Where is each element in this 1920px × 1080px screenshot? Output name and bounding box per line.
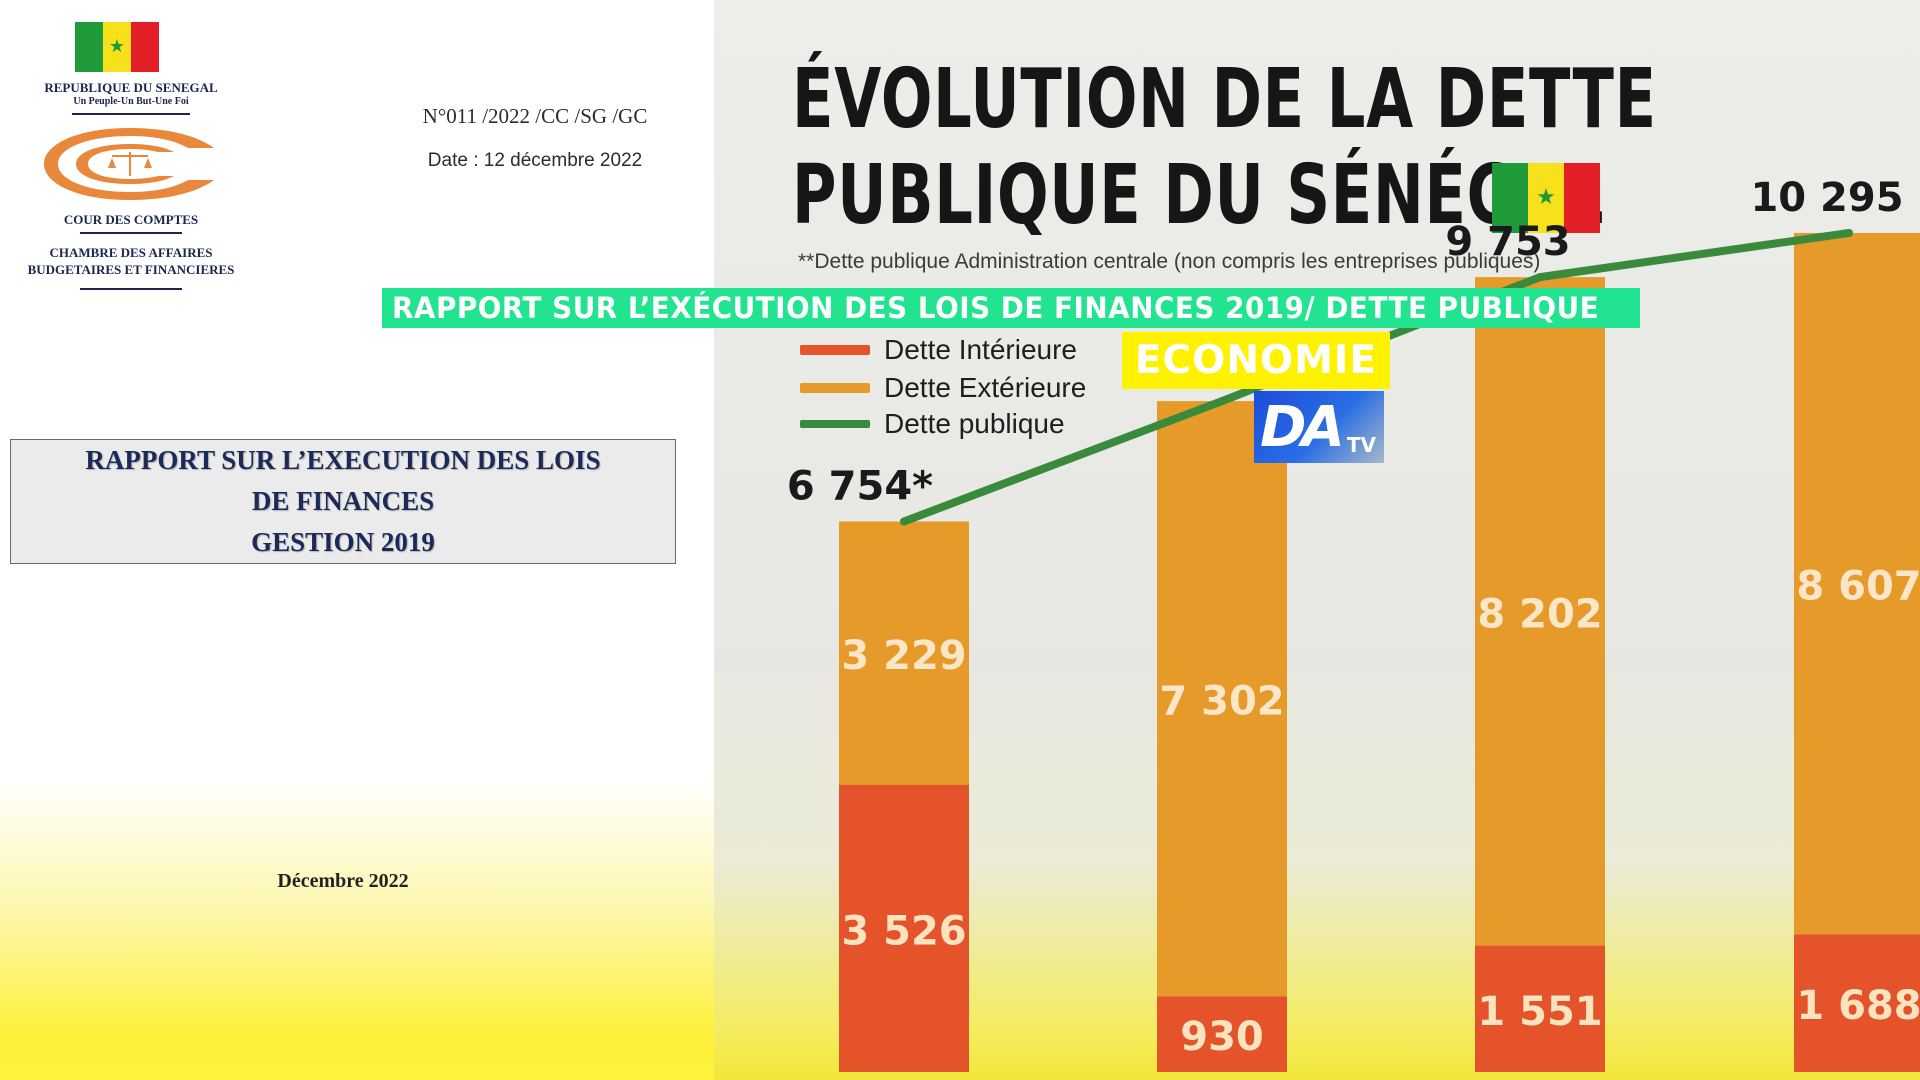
legend-item-public: Dette publique	[800, 408, 1065, 440]
republic-motto: Un Peuple-Un But-Une Foi	[73, 96, 189, 107]
section-badge: ECONOMIE	[1122, 332, 1390, 389]
public-debt-point	[1845, 228, 1853, 237]
value-label: 3 526	[841, 908, 966, 954]
senegal-flag-icon: ★	[1492, 163, 1600, 233]
legend-item-interior: Dette Intérieure	[800, 334, 1077, 366]
value-label: 6 754*	[787, 463, 933, 509]
chart-title: ÉVOLUTION DE LA DETTE PUBLIQUE DU SÉNÉGA…	[792, 52, 1692, 244]
divider	[72, 113, 190, 115]
report-cover: ★ REPUBLIQUE DU SENEGAL Un Peuple-Un But…	[0, 0, 714, 1080]
bar-exterior	[1157, 401, 1287, 997]
bar-interior	[1475, 945, 1605, 1072]
chamber-name-line1: CHAMBRE DES AFFAIRES	[49, 245, 213, 260]
public-debt-point	[900, 517, 908, 526]
republic-name: REPUBLIQUE DU SENEGAL	[44, 80, 218, 95]
cour-des-comptes-logo-icon	[44, 128, 214, 200]
divider	[80, 288, 182, 290]
public-debt-point	[1218, 397, 1226, 406]
bar-interior	[839, 784, 969, 1072]
legend-swatch-public	[800, 420, 870, 428]
value-label: 7 302	[1159, 679, 1284, 725]
legend-swatch-interior	[800, 345, 870, 355]
court-name: COUR DES COMPTES	[63, 212, 199, 227]
bar-interior	[1794, 934, 1920, 1072]
da-tv-logo: DA TV	[1254, 391, 1384, 463]
document-date: Date : 12 décembre 2022	[427, 150, 643, 171]
value-label: 9 753	[1445, 219, 1570, 265]
value-label: 8 607	[1796, 564, 1920, 610]
legend-item-exterior: Dette Extérieure	[800, 372, 1086, 404]
chamber-name-line2: BUDGETAIRES ET FINANCIERES	[27, 262, 235, 277]
value-label: 930	[1180, 1014, 1264, 1060]
value-label: 1 688	[1796, 983, 1920, 1029]
debt-chart-panel: ÉVOLUTION DE LA DETTE PUBLIQUE DU SÉNÉGA…	[714, 0, 1920, 1080]
legend-swatch-exterior	[800, 383, 870, 393]
logo-subtext: TV	[1346, 433, 1376, 457]
bar-exterior	[1475, 277, 1605, 946]
logo-text: DA	[1260, 395, 1345, 460]
headline-banner: RAPPORT SUR L’EXÉCUTION DES LOIS DE FINA…	[382, 288, 1640, 328]
public-debt-point	[1536, 273, 1544, 282]
chart-subtitle: **Dette publique Administration centrale…	[798, 250, 1541, 273]
report-title-line: DE FINANCES	[251, 486, 435, 516]
document-reference: N°011 /2022 /CC /SG /GC	[422, 104, 648, 128]
senegal-flag-icon: ★	[75, 22, 159, 72]
bar-interior	[1157, 996, 1287, 1072]
value-label: 10 295	[1750, 175, 1903, 221]
bar-exterior	[839, 521, 969, 785]
value-label: 1 551	[1477, 989, 1602, 1035]
bar-exterior	[1794, 232, 1920, 935]
value-label: 8 202	[1477, 591, 1602, 637]
legend-label: Dette Extérieure	[884, 372, 1087, 403]
report-title-box: RAPPORT SUR L’EXECUTION DES LOIS DE FINA…	[10, 439, 676, 564]
legend-label: Dette Intérieure	[884, 334, 1077, 365]
legend-label: Dette publique	[884, 408, 1065, 439]
report-month: Décembre 2022	[277, 870, 409, 892]
report-title-line: GESTION 2019	[251, 527, 435, 557]
headline-text: RAPPORT SUR L’EXÉCUTION DES LOIS DE FINA…	[392, 291, 1600, 325]
section-label: ECONOMIE	[1134, 338, 1378, 383]
divider	[80, 232, 182, 234]
value-label: 3 229	[841, 633, 966, 679]
report-title-line: RAPPORT SUR L’EXECUTION DES LOIS	[85, 445, 601, 475]
